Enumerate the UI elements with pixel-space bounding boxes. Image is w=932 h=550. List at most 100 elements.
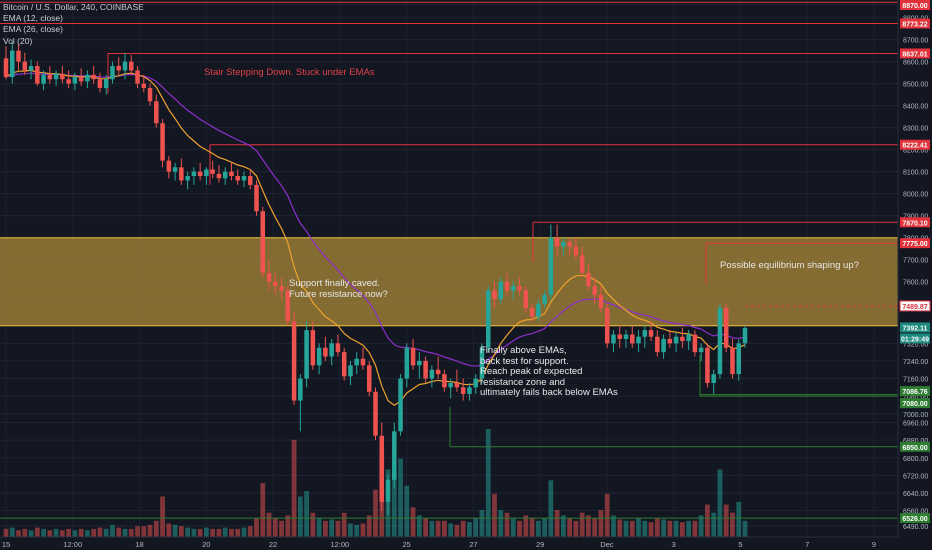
price-tick-label: 6490.00 — [903, 524, 928, 531]
volume-bar — [711, 512, 717, 537]
volume-bar — [28, 530, 34, 537]
candle-body — [617, 334, 623, 339]
candle-body — [467, 387, 472, 394]
candle-body — [122, 61, 128, 71]
candle-body — [304, 330, 309, 379]
volume-bar — [260, 483, 266, 537]
price-label: 8773.22 — [902, 22, 927, 29]
volume-bar — [241, 527, 247, 537]
volume-bar — [204, 527, 209, 537]
symbol-title: Bitcoin / U.S. Dollar, 240, COINBASE — [3, 2, 144, 12]
time-tick-label: 5 — [738, 540, 742, 549]
annotation-line: Future resistance now? — [289, 288, 388, 300]
volume-bar — [705, 504, 710, 537]
volume-bar — [323, 520, 328, 537]
volume-bar — [178, 526, 184, 537]
volume-bar — [297, 496, 303, 537]
time-tick-label: 29 — [536, 540, 544, 549]
candle-body — [460, 387, 466, 394]
candle-body — [642, 330, 648, 337]
resistance-zone — [0, 237, 898, 326]
volume-bar — [103, 528, 109, 537]
candle-body — [586, 272, 591, 287]
time-tick-label: 27 — [469, 540, 477, 549]
volume-bar — [166, 523, 172, 537]
candle-body — [366, 365, 372, 392]
volume-bar — [97, 527, 103, 537]
candle-body — [730, 347, 735, 375]
candle-body — [298, 378, 303, 401]
candle-body — [110, 66, 115, 80]
price-label-box — [900, 139, 930, 150]
volume-bar — [66, 528, 72, 537]
price-label: 7489.87 — [902, 304, 927, 311]
candle-body — [554, 237, 560, 247]
volume-bar — [3, 528, 9, 537]
price-label-box — [900, 513, 930, 524]
annotation-equilibrium: Possible equilibrium shaping up? — [720, 260, 859, 271]
candle-body — [10, 50, 15, 78]
volume-bar — [661, 519, 666, 537]
volume-bar — [554, 510, 560, 537]
candle-body — [103, 79, 109, 89]
candle-body — [160, 123, 165, 161]
annotation-stair-stepping: Stair Stepping Down. Stuck under EMAs — [204, 67, 375, 78]
candle-body — [97, 79, 103, 89]
time-axis-background — [0, 537, 932, 550]
candle-body — [542, 294, 547, 304]
annotation-line: Support finally caved. — [289, 278, 380, 289]
candle-body — [686, 334, 691, 342]
candle-body — [47, 74, 53, 80]
volume-bar — [523, 515, 529, 537]
volume-bar — [736, 501, 742, 537]
candle-body — [91, 74, 96, 80]
volume-bar — [611, 515, 616, 537]
time-tick-label: 7 — [805, 540, 809, 549]
candle-body — [473, 378, 478, 388]
candle-body — [78, 77, 84, 82]
candle-body — [717, 308, 723, 375]
time-tick-label: 25 — [402, 540, 410, 549]
price-tick-label: 8700.00 — [903, 38, 928, 45]
candle-body — [191, 171, 197, 177]
volume-bar — [717, 469, 723, 537]
volume-bar — [460, 520, 466, 537]
volume-bar — [654, 518, 660, 537]
volume-bar — [579, 512, 585, 537]
candle-body — [404, 347, 410, 379]
candle-body — [611, 334, 616, 344]
candle-body — [567, 242, 572, 247]
candle-body — [335, 343, 341, 353]
time-tick-label: 18 — [135, 540, 143, 549]
volume-bar — [529, 518, 535, 537]
candle-body — [22, 61, 28, 71]
candle-body — [742, 327, 748, 344]
volume-bar — [504, 512, 510, 537]
annotation-line: ultimately fails back below EMAs — [480, 387, 618, 398]
volume-bar — [266, 512, 272, 537]
candle-body — [398, 378, 403, 432]
candle-body — [592, 286, 597, 295]
volume-bar — [153, 520, 159, 537]
annotation-line: back test for support. — [480, 355, 569, 367]
candle-body — [492, 290, 497, 300]
price-label-box — [900, 238, 930, 249]
volume-bar — [354, 524, 360, 537]
volume-bar — [348, 523, 353, 537]
candle-body — [630, 334, 635, 344]
candle-body — [329, 343, 334, 357]
candle-body — [222, 171, 228, 179]
volume-bar — [429, 520, 435, 537]
price-label: 01:29:49 — [901, 336, 929, 343]
candle-body — [35, 66, 40, 84]
candle-body — [354, 358, 359, 366]
volume-bar — [679, 522, 685, 537]
price-tick-label: 6960.00 — [903, 421, 928, 428]
candle-body — [648, 330, 654, 337]
volume-bar — [216, 528, 222, 537]
candle-body — [723, 308, 729, 348]
time-tick-label: Dec — [600, 540, 614, 549]
candle-body — [435, 369, 441, 375]
price-tick-label: 6880.00 — [903, 438, 928, 445]
